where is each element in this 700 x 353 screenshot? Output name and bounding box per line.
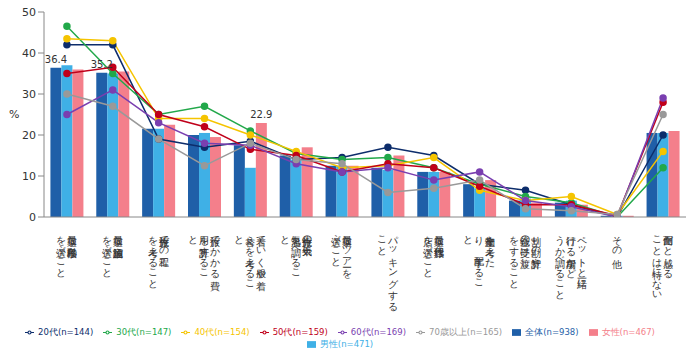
svg-text:ことは特にない: ことは特にない: [652, 229, 663, 298]
svg-text:36.4: 36.4: [45, 54, 67, 65]
svg-text:旅行先の天気や: 旅行先の天気や: [302, 229, 313, 257]
svg-text:旅行でかかる費: 旅行でかかる費: [209, 229, 221, 292]
svg-text:最適な宿泊施設: 最適な宿泊施設: [113, 229, 124, 259]
svg-text:50: 50: [22, 6, 36, 19]
html-text:30代(n=147): 30代(n=147): [116, 327, 172, 337]
html-text:20代(n=144): 20代(n=144): [38, 327, 94, 337]
svg-text:を選ぶこと: を選ぶこと: [56, 229, 67, 278]
svg-text:20: 20: [22, 129, 36, 142]
svg-text:割り勘の計算や: 割り勘の計算や: [531, 229, 542, 270]
svg-text:旅行先での工程: 旅行先での工程: [158, 229, 170, 268]
svg-text:気温を調べるこ: 気温を調べるこ: [291, 229, 302, 276]
html-text:40代(n=154): 40代(n=154): [194, 327, 250, 337]
svg-text:ペットと一緒に: ペットと一緒に: [577, 229, 588, 290]
html-text:男性(n=471): 男性(n=471): [319, 339, 374, 349]
svg-text:30: 30: [22, 88, 36, 101]
svg-text:をすること: をすること: [509, 229, 520, 289]
svg-text:22.9: 22.9: [250, 109, 272, 120]
html-text:50代(n=159): 50代(n=159): [272, 327, 328, 337]
svg-text:うか調べること: うか調べること: [555, 229, 566, 300]
svg-text:最適な旅行代理: 最適な旅行代理: [434, 229, 445, 259]
svg-text:土産物を考えた: 土産物を考えた: [485, 229, 496, 268]
svg-text:金銭の受け渡し: 金銭の受け渡し: [520, 229, 531, 270]
svg-text:35.2: 35.2: [91, 59, 113, 70]
svg-text:その他: その他: [612, 229, 623, 270]
svg-text:を選ぶこと: を選ぶこと: [102, 229, 113, 278]
svg-text:着ていく服や着: 着ていく服や着: [256, 229, 267, 292]
svg-text:10: 10: [22, 170, 36, 183]
svg-text:と: と: [280, 229, 291, 245]
html-text:70歳以上(n=165): 70歳以上(n=165): [429, 327, 503, 337]
html-text:女性(n=467): 女性(n=467): [601, 327, 655, 337]
svg-text:最適な移動手段: 最適な移動手段: [67, 229, 78, 259]
svg-text:行ける場所かど: 行ける場所かど: [566, 229, 577, 279]
svg-text:選ぶこと: 選ぶこと: [331, 229, 342, 267]
html-text:全体(n=938): 全体(n=938): [525, 327, 579, 337]
svg-text:と: と: [463, 229, 474, 245]
svg-text:こと: こと: [377, 229, 388, 256]
svg-text:パッキングする: パッキングする: [387, 229, 399, 312]
svg-text:を考えること: を考えること: [148, 229, 159, 289]
svg-text:と: と: [188, 229, 199, 245]
svg-text:替えを考えるこ: 替えを考えるこ: [245, 229, 256, 287]
svg-text:り、手配するこ: り、手配するこ: [474, 229, 485, 286]
svg-text:0: 0: [29, 211, 36, 224]
svg-text:店を選ぶこと: 店を選ぶこと: [423, 229, 434, 278]
svg-text:40: 40: [22, 47, 36, 60]
svg-text:%: %: [9, 108, 19, 121]
svg-text:用を計算するこ: 用を計算するこ: [199, 229, 210, 276]
html-text:60代(n=169): 60代(n=169): [350, 327, 406, 337]
svg-text:面倒だと感じる: 面倒だと感じる: [663, 229, 674, 279]
svg-text:最適なツアーを: 最適なツアーを: [342, 229, 353, 279]
svg-text:と: と: [234, 229, 245, 245]
